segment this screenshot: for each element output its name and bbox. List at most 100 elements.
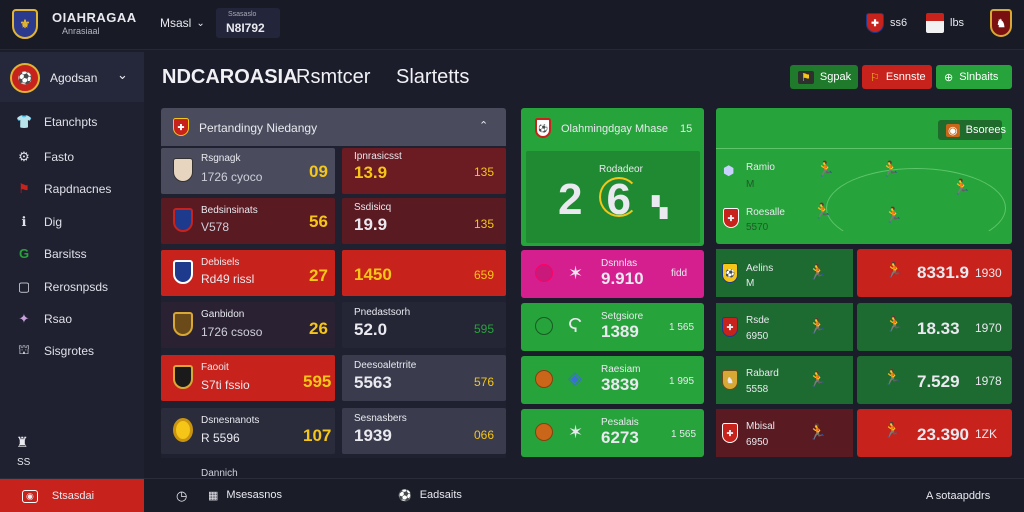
row-name: Ganbidon [201, 309, 245, 320]
app-title: OIAHRAGAA [52, 10, 137, 25]
sidebar: ⚽ Agodsan ⌄ 👕 Etanchpts ⚙ Fasto ⚑ Rapdnacne… [0, 52, 144, 478]
match-card-label: Dsnnlas [601, 258, 638, 269]
club-crest-icon[interactable]: ♞ [990, 9, 1012, 37]
sidebar-header[interactable]: ⚽ Agodsan ⌄ [0, 52, 144, 102]
score-box[interactable]: Ssasaslo N8I792 [216, 8, 280, 38]
lineup-value[interactable]: 🏃 8331.9 1930 [857, 249, 1012, 297]
row-name-partial: Dannich [201, 468, 238, 479]
lineup-sub: 5558 [746, 384, 769, 395]
score-box-value: N8I792 [226, 21, 265, 35]
table-row-value[interactable]: 1450 659 [342, 250, 506, 296]
lineup-row[interactable]: ✚ Rsde 6950 🏃 [716, 303, 853, 351]
table-row[interactable]: Bedsinsinats V578 56 [161, 198, 335, 244]
match-card[interactable]: ✶ Dsnnlas 9.910 fidd [521, 250, 704, 298]
top-bar: ⚜ OIAHRAGAA Anrasiaal Msasl ⌄ Ssasaslo N… [0, 0, 1024, 50]
match-card-stat: 1 995 [669, 376, 695, 387]
bottom-right-label[interactable]: A sotaapddrs [926, 490, 991, 502]
sidebar-item-8[interactable]: ⛫ Sisgrotes [16, 342, 94, 360]
lineup-value[interactable]: 🏃 7.529 1978 [857, 356, 1012, 404]
ball-icon [535, 317, 553, 335]
left-panel-header[interactable]: ✚ Pertandingy Niedangy ⌃ [161, 108, 506, 146]
lineup-row[interactable]: ⚽ Aelins M 🏃 [716, 249, 853, 297]
value-label: Deesoaletrrite [354, 360, 417, 371]
action-button-label: Slnbaits [959, 71, 999, 83]
action-button-2[interactable]: ⚐ Esnnste [862, 65, 932, 89]
swirl-icon: Ϛ [568, 315, 583, 337]
user-group-icon: ✦ [18, 311, 30, 326]
match-card-label: Pesalais [601, 417, 639, 428]
row-score: 595 [303, 372, 332, 391]
bottom-item-1[interactable]: ▦ Msesasnos [208, 489, 282, 502]
live-button[interactable]: ◉ Stsasdai [0, 479, 144, 512]
right-item-1[interactable]: ss6 [890, 17, 908, 29]
star-icon: ✶ [568, 422, 584, 442]
table-row[interactable]: Ganbidon 1726 csoso 26 [161, 302, 335, 348]
pitch-button[interactable]: ◉ Bsorees [938, 120, 1006, 140]
pitch-panel[interactable]: ◉ Bsorees ⬢ Ramio M ✚ Roesalle 5570 🏃 🏃 … [716, 108, 1012, 244]
tab-matches[interactable]: Rsmtcer [296, 66, 371, 88]
table-row-value[interactable]: Deesoaletrrite 5563 576 [342, 355, 506, 401]
sidebar-item-4[interactable]: ℹ Dig [16, 214, 63, 230]
table-row-value[interactable]: Ipnrasicsst 13.9 135 [342, 148, 506, 194]
lineup-name: Rsde [746, 315, 770, 326]
match-card[interactable]: Ϛ Setgsiore 1389 1 565 [521, 303, 704, 351]
match-panel-count: 15 [680, 123, 693, 135]
lineup-value[interactable]: 🏃 18.33 1970 [857, 303, 1012, 351]
lineup-value[interactable]: 🏃 23.390 1ZK [857, 409, 1012, 457]
player-avatar-icon [173, 158, 193, 182]
table-row[interactable]: Rsgnagk 1726 cyoco 09 [161, 148, 335, 194]
lineup-stat: 1970 [975, 321, 1002, 335]
clock-icon[interactable]: ◷ [176, 488, 188, 503]
plus-icon: ⊕ [944, 71, 954, 84]
tab-overview[interactable]: NDCAROASIA [162, 66, 298, 88]
value-label: Sesnasbers [354, 413, 407, 424]
lineup-name: Mbisal [746, 421, 775, 432]
tab-stats[interactable]: Slartetts [396, 66, 470, 88]
row-sub: 1726 csoso [201, 325, 263, 339]
club-crest-icon[interactable]: ⚜ [12, 9, 38, 39]
match-card[interactable]: ◈ Raesiam 3839 1 995 [521, 356, 704, 404]
sidebar-item-3[interactable]: ⚑ Rapdnacnes [16, 181, 111, 197]
team-badge-icon: ⚽ [10, 63, 40, 93]
lineup-sub: 6950 [746, 437, 769, 448]
action-button-1[interactable]: ⚑ Sgpak [790, 65, 858, 89]
lineup-number: 8331.9 [917, 263, 969, 282]
shield-icon: ◈ [568, 368, 582, 388]
match-card[interactable]: ✶ Pesalais 6273 1 565 [521, 409, 704, 457]
sidebar-item-7[interactable]: ✦ Rsao [16, 311, 72, 327]
match-card-stat: fidd [671, 268, 688, 279]
sidebar-item-2[interactable]: ⚙ Fasto [16, 149, 74, 165]
table-row[interactable]: Dsnesnanots R 5596 107 [161, 408, 335, 454]
sidebar-item-5[interactable]: G Barsitss [16, 246, 87, 261]
right-item-2[interactable]: lbs [950, 17, 965, 29]
table-row-value[interactable]: Ssdisicq 19.9 135 [342, 198, 506, 244]
match-card-value: 6273 [601, 428, 639, 447]
player-figure-icon: 🏃 [816, 161, 835, 178]
flag-icon[interactable]: ✚ [866, 13, 884, 33]
trophy-icon[interactable]: ♜ [16, 434, 29, 450]
scoreboard[interactable]: Rodadeor 26 ▚ [526, 151, 700, 243]
sidebar-item-6[interactable]: ▢ Rerosnpsds [16, 279, 108, 295]
flag-icon[interactable] [926, 13, 944, 33]
action-button-3[interactable]: ⊕ Slnbaits [936, 65, 1012, 89]
left-panel-title: Pertandingy Niedangy [199, 121, 318, 135]
row-sub: S7ti fssio [201, 378, 250, 392]
table-row-value[interactable]: Sesnasbers 1939 066 [342, 408, 506, 454]
row-sub: V578 [201, 220, 230, 234]
lineup-sub: 6950 [746, 331, 769, 342]
bottom-item-2[interactable]: ⚽ Eadsaits [398, 489, 462, 502]
team-badge-icon [173, 208, 193, 232]
pitch-arc [826, 168, 1006, 244]
table-row-value[interactable]: Pnedastsorh 52.0 595 [342, 302, 506, 348]
player-figure-icon: 🏃 [884, 207, 903, 224]
lineup-row[interactable]: ♞ Rabard 5558 🏃 [716, 356, 853, 404]
team-badge-icon: ⚽ [722, 263, 738, 283]
sidebar-item-1[interactable]: 👕 Etanchpts [16, 114, 97, 130]
table-row[interactable]: Debisels Rd49 rissl 27 [161, 250, 335, 296]
g-logo-icon: G [18, 246, 30, 261]
bottom-item-label: Msesasnos [226, 489, 283, 501]
lineup-row[interactable]: ✚ Mbisal 6950 🏃 [716, 409, 853, 457]
table-row[interactable]: Faooit S7ti fssio 595 [161, 355, 335, 401]
sidebar-item-label: Rapdnacnes [44, 182, 112, 196]
nav-dropdown[interactable]: Msasl ⌄ [160, 16, 205, 30]
